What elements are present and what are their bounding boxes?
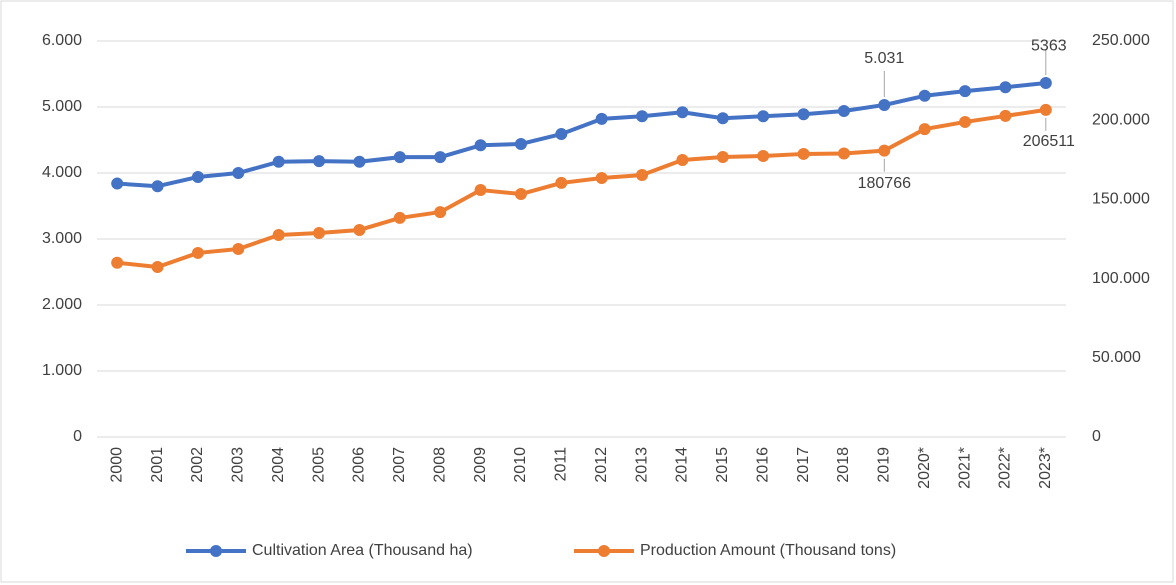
x-tick-label: 2002: [189, 447, 206, 483]
point: [514, 137, 527, 150]
point: [232, 167, 245, 179]
point: [918, 89, 931, 102]
x-tick-label: 2004: [270, 447, 287, 483]
point: [313, 226, 326, 239]
legend-label: Production Amount (Thousand tons): [640, 542, 896, 559]
point: [918, 123, 931, 136]
point: [757, 149, 770, 162]
y-tick-label: 4.000: [42, 164, 82, 181]
point: [353, 155, 366, 168]
y-tick-label: 2.000: [42, 296, 82, 313]
y-tick-label: 6.000: [42, 32, 82, 49]
point: [716, 150, 729, 163]
x-tick-label: 2007: [391, 447, 408, 483]
series-line: [116, 107, 1047, 270]
x-tick-label: 2010: [512, 447, 529, 483]
point: [393, 151, 406, 164]
point: [555, 128, 568, 141]
x-tick-label: 2008: [431, 447, 448, 483]
data-label: 180766: [858, 175, 911, 192]
x-tick-label: 2019: [876, 447, 893, 483]
point: [434, 151, 447, 164]
x-tick-label: 2009: [472, 447, 489, 483]
point: [757, 110, 770, 123]
point: [636, 110, 649, 123]
legend-label: Cultivation Area (Thousand ha): [252, 542, 473, 559]
point: [313, 155, 326, 168]
y-tick-label: 5.000: [42, 98, 82, 115]
x-tick-label: 2001: [149, 447, 166, 483]
point: [272, 155, 285, 168]
y2-tick-label: 150.000: [1092, 191, 1150, 208]
point: [797, 108, 810, 121]
point: [1039, 77, 1052, 90]
y2-tick-label: 50.000: [1092, 349, 1141, 366]
data-label: 206511: [1023, 133, 1075, 150]
y2-tick-label: 100.000: [1092, 270, 1150, 287]
y-tick-label: 1.000: [42, 362, 82, 379]
point: [676, 153, 689, 166]
x-tick-label: 2023*: [1037, 447, 1054, 489]
y-tick-label: 3.000: [42, 230, 82, 247]
point: [959, 115, 972, 128]
point: [797, 147, 810, 160]
point: [595, 112, 608, 125]
point: [999, 109, 1012, 122]
point: [999, 81, 1012, 94]
point: [151, 261, 164, 274]
point: [353, 223, 366, 236]
point: [272, 229, 285, 242]
x-tick-label: 2015: [714, 447, 731, 483]
point: [837, 147, 850, 160]
series-line: [117, 81, 1047, 189]
point: [595, 172, 608, 185]
point: [393, 211, 406, 224]
point: [111, 256, 124, 269]
point: [555, 176, 568, 189]
x-tick-label: 2021*: [956, 447, 973, 489]
y2-tick-label: 250.000: [1092, 32, 1150, 49]
x-tick-label: 2011: [553, 447, 570, 482]
y-tick-label: 0: [73, 428, 82, 445]
point: [959, 85, 972, 98]
point: [716, 112, 729, 125]
y2-tick-label: 200.000: [1092, 111, 1150, 128]
x-tick-label: 2003: [230, 447, 247, 483]
x-tick-label: 2000: [108, 447, 125, 483]
point: [837, 104, 850, 117]
data-label: 5.031: [864, 50, 904, 67]
point: [191, 246, 204, 259]
point: [676, 106, 689, 119]
x-tick-label: 2014: [674, 447, 691, 483]
point: [636, 169, 649, 182]
point: [878, 98, 891, 111]
data-label: 5363: [1031, 37, 1067, 54]
point: [434, 206, 447, 219]
x-tick-label: 2013: [633, 447, 650, 483]
x-tick-label: 2017: [795, 447, 812, 483]
x-tick-label: 2018: [835, 447, 852, 483]
point: [111, 177, 124, 190]
x-tick-label: 2012: [593, 447, 610, 483]
point: [191, 170, 204, 183]
point: [878, 144, 891, 157]
point: [232, 242, 245, 255]
legend-marker: [210, 545, 222, 557]
x-tick-label: 2020*: [916, 447, 933, 489]
y2-tick-label: 0: [1092, 428, 1101, 445]
point: [474, 184, 487, 197]
point: [514, 188, 527, 201]
x-tick-label: 2016: [754, 447, 771, 483]
x-tick-label: 2005: [310, 447, 327, 483]
point: [474, 139, 487, 152]
point: [1039, 103, 1052, 116]
point: [151, 180, 164, 193]
x-tick-label: 2022*: [997, 447, 1014, 489]
x-tick-label: 2006: [351, 447, 368, 483]
legend-marker: [598, 545, 610, 557]
